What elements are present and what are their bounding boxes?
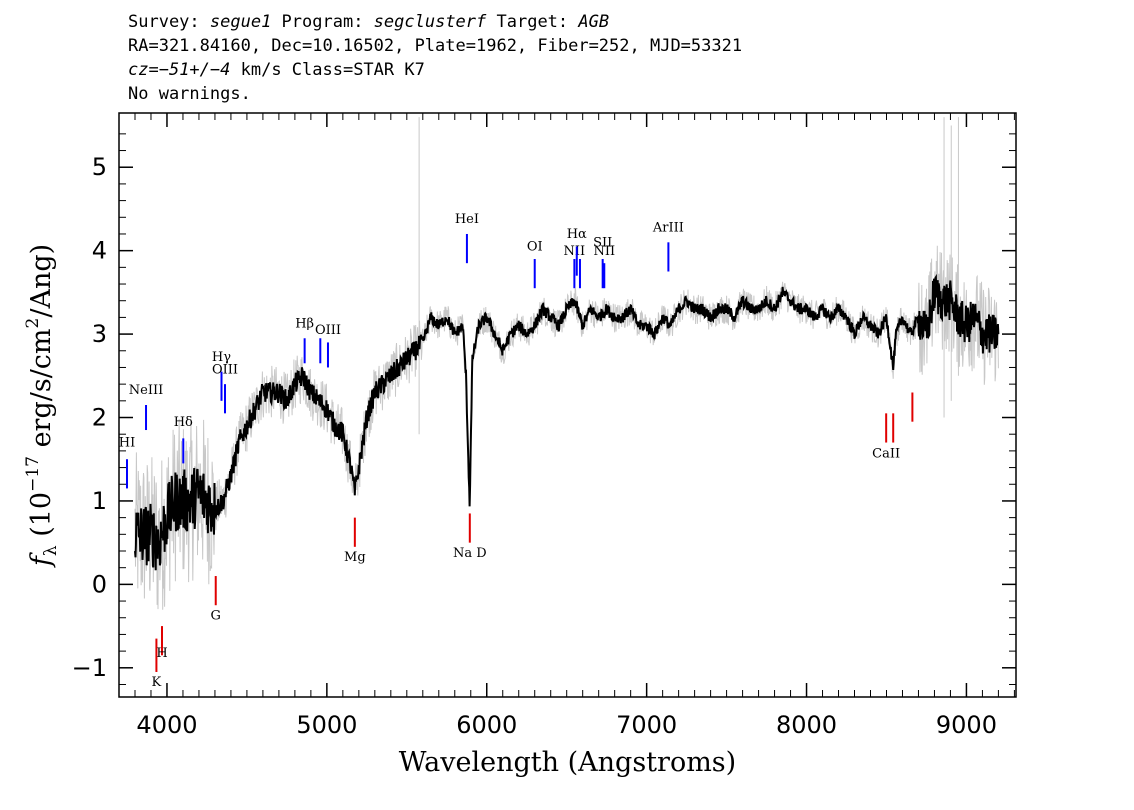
emission-line-label: ArIII — [652, 220, 684, 235]
coordinates-line: RA=321.84160, Dec=10.16502, Plate=1962, … — [128, 36, 743, 56]
x-axis-title: Wavelength (Angstroms) — [399, 747, 736, 778]
target-label: Target: — [486, 12, 579, 32]
x-tick-label: 5000 — [296, 711, 357, 739]
absorption-line-label: Na D — [453, 546, 487, 561]
emission-line-label: NII — [593, 244, 615, 259]
emission-line-label: Hα — [567, 227, 587, 242]
noise-band — [134, 117, 999, 610]
survey-line: Survey: segue1 Program: segclusterf Targ… — [128, 10, 742, 34]
emission-line-label: HI — [119, 436, 135, 451]
warnings-line: No warnings. — [128, 84, 251, 104]
y-axis-units: (10 — [26, 492, 57, 545]
x-tick-label: 8000 — [776, 711, 837, 739]
x-tick-label: 9000 — [936, 711, 997, 739]
target-value: AGB — [578, 12, 610, 32]
y-axis-title: fλ (10−17 erg/s/cm2/Ang) — [23, 244, 61, 568]
x-tick-label: 6000 — [456, 711, 517, 739]
absorption-line-label: G — [211, 608, 221, 623]
emission-line-label: Hγ — [212, 350, 231, 365]
emission-line-label: OIII — [315, 323, 341, 338]
y-tick-label: 4 — [92, 237, 107, 265]
cz-label: cz= — [128, 60, 159, 80]
y-axis-exponent: −17 — [23, 456, 43, 492]
spectrum-series — [134, 273, 1000, 571]
axis-ticks: 4000 5000 6000 7000 8000 9000 −1 0 1 2 3 4 5 — [72, 113, 1016, 739]
absorption-line-label: K — [152, 675, 162, 690]
y-axis-ang: /Ang) — [26, 244, 57, 318]
spectrum-line — [134, 273, 1000, 571]
absorption-line-label: Mg — [344, 550, 366, 565]
emission-line-label: NII — [564, 244, 586, 259]
emission-line-label: Hδ — [174, 415, 193, 430]
absorption-line-label: H — [156, 646, 167, 661]
program-label: Program: — [271, 12, 374, 32]
y-axis-squared: 2 — [23, 318, 43, 329]
x-tick-label: 7000 — [616, 711, 677, 739]
emission-line-label: HeI — [455, 212, 479, 227]
emission-line-label: SII — [593, 235, 612, 250]
survey-label: Survey: — [128, 12, 210, 32]
y-tick-label: 1 — [92, 487, 107, 515]
absorption-line-label: CaII — [872, 447, 900, 462]
y-tick-label: 0 — [92, 570, 107, 598]
emission-line-label: NeIII — [129, 383, 163, 398]
program-value: segclusterf — [373, 12, 487, 32]
y-axis-f: f — [26, 552, 57, 568]
x-tick-label: 4000 — [136, 711, 197, 739]
emission-line-label: Hβ — [295, 316, 314, 331]
svg-text:fλ (10−17 erg/s/cm2/Ang): fλ (10−17 erg/s/cm2/Ang) — [23, 244, 61, 568]
cz-value: −51+/−4 — [158, 60, 231, 80]
y-tick-label: 3 — [92, 320, 107, 348]
survey-value: segue1 — [209, 12, 272, 32]
plot-frame — [118, 112, 1017, 698]
y-axis-lambda: λ — [41, 545, 61, 556]
emission-line-label: OI — [527, 240, 543, 255]
emission-line-label: OIII — [212, 362, 238, 377]
y-tick-label: 2 — [92, 404, 107, 432]
y-tick-label: −1 — [72, 654, 107, 682]
spectrum-header: Survey: segue1 Program: segclusterf Targ… — [128, 10, 742, 106]
y-axis-erg: erg/s/cm — [26, 328, 57, 456]
y-tick-label: 5 — [92, 153, 107, 181]
class-text: km/s Class=STAR K7 — [230, 60, 425, 80]
redshift-line: cz=−51+/−4 km/s Class=STAR K7 — [128, 58, 742, 82]
noise-path — [134, 245, 999, 610]
